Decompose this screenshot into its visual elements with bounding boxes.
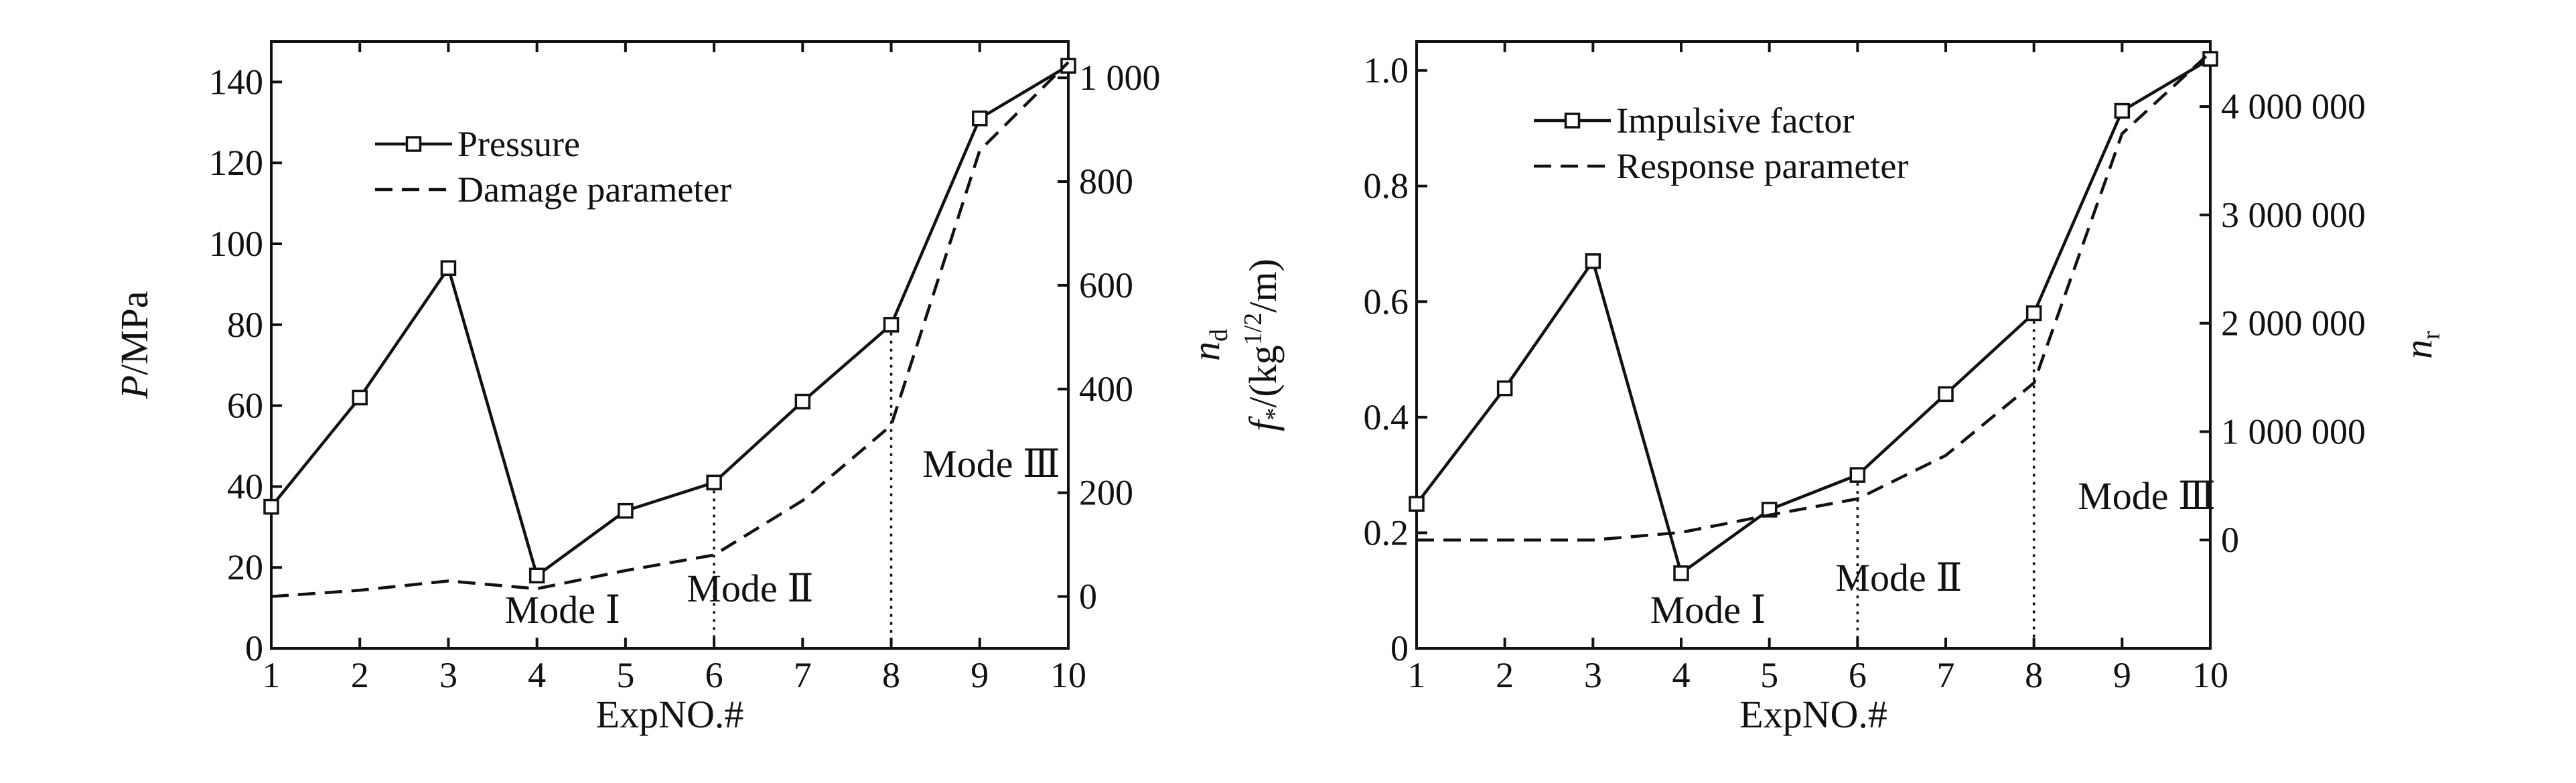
series-line-solid [1415,57,2212,576]
y-left-tick-label: 60 [227,386,263,426]
y-right-axis-label: nd [1184,329,1233,361]
y-left-tick-label: 140 [209,62,263,102]
series-line-dashed [1417,51,2212,542]
data-point-marker [2202,51,2218,67]
x-tick-label: 1 [263,655,281,695]
y-right-tick-label: 0 [1079,577,1097,617]
x-tick-label: 8 [2025,655,2043,695]
plot-frame [1415,40,2212,650]
data-point-marker [440,260,457,276]
mode-label: Mode Ⅰ [1650,588,1766,632]
x-tick-label: 10 [1050,655,1086,695]
x-tick-label: 2 [351,655,369,695]
y-left-tick-label: 0.4 [1364,397,1409,437]
x-tick-label: 9 [2113,655,2131,695]
y-right-tick-label: 0 [2221,520,2239,560]
y-right-axis-label: nr [2396,331,2445,359]
y-left-tick-label: 0.6 [1364,281,1409,322]
y-right-tick-label: 200 [1079,473,1133,513]
y-right-tick-label: 1 000 [1079,58,1161,98]
x-tick-label: 5 [1760,655,1778,695]
data-point-marker [1496,380,1513,397]
data-point-marker [1585,253,1601,269]
legend-marker [405,136,422,152]
y-left-tick-label: 120 [209,143,263,183]
legend-entry-label: Pressure [457,124,580,164]
y-left-tick-label: 80 [227,305,263,345]
x-tick-label: 4 [1672,655,1691,695]
chart-panel-1: 1 2 3 4 5 6 7 8 9 1002040608010012014002004006008… [113,40,1233,736]
x-tick-label: 8 [882,655,900,695]
y-right-tick-label: 600 [1079,265,1133,305]
y-right-tick-label: 400 [1079,369,1133,409]
series-line-dashed [271,61,1070,598]
mode-label: Mode Ⅰ [505,588,621,632]
mode-label: Mode Ⅲ [922,442,1060,486]
x-tick-label: 6 [1849,655,1867,695]
legend-entry-label: Impulsive factor [1616,100,1854,141]
data-point-marker [618,502,634,519]
data-point-marker [1060,58,1076,74]
plot-frame [270,40,1070,650]
mode-label: Mode Ⅱ [1835,556,1962,599]
y-left-tick-label: 0.8 [1364,166,1409,206]
y-left-axis-label: P/MPa [113,291,156,399]
y-left-tick-label: 0 [1390,628,1409,668]
mode-label: Mode Ⅲ [2078,474,2216,518]
y-left-tick-label: 1.0 [1364,50,1409,90]
legend-marker [1564,113,1581,129]
data-point-marker [528,567,545,584]
x-tick-label: 3 [1584,655,1602,695]
data-point-marker [2114,102,2131,119]
data-point-marker [1849,467,1866,483]
x-tick-label: 3 [439,655,457,695]
y-left-tick-label: 20 [227,547,263,587]
series-line-solid [270,64,1070,578]
x-axis-label: ExpNO.# [1739,693,1887,736]
x-tick-label: 4 [528,655,546,695]
data-point-marker [706,474,722,491]
x-tick-label: 1 [1408,655,1426,695]
chart-panel-2: 1 2 3 4 5 6 7 8 9 10 0 0.2 0.4 0.6 0.8 1.0 0 1 000 000 2 0… [1239,40,2445,736]
x-tick-label: 10 [2192,655,2228,695]
x-tick-label: 5 [616,655,634,695]
y-left-tick-label: 0.2 [1364,512,1409,553]
y-right-tick-label: 1 000 000 [2221,411,2366,451]
data-point-marker [2025,305,2042,322]
x-tick-label: 7 [1937,655,1955,695]
data-point-marker [263,498,279,515]
data-point-marker [972,111,988,127]
data-point-marker [794,393,811,410]
x-tick-label: 9 [971,655,989,695]
y-left-axis-label: f*/(kg1/2/m) [1239,259,1289,431]
data-point-marker [1938,386,1954,403]
y-left-tick-label: 100 [209,224,263,264]
x-tick-label: 7 [794,655,812,695]
x-tick-label: 6 [705,655,723,695]
legend-entry-label: Damage parameter [457,169,731,210]
y-right-tick-label: 2 000 000 [2221,303,2366,344]
legend-entry-label: Response parameter [1616,146,1908,186]
mode-label: Mode Ⅱ [687,567,813,610]
x-axis-label: ExpNO.# [596,693,744,736]
y-right-tick-label: 800 [1079,161,1133,202]
y-left-tick-label: 0 [245,628,263,668]
data-point-marker [883,317,900,333]
data-point-marker [352,389,368,406]
data-point-marker [1409,496,1425,512]
y-right-tick-label: 4 000 000 [2221,86,2366,127]
data-point-marker [1673,565,1689,581]
y-left-tick-label: 40 [227,466,263,506]
y-right-tick-label: 3 000 000 [2221,195,2366,235]
x-tick-label: 2 [1496,655,1514,695]
